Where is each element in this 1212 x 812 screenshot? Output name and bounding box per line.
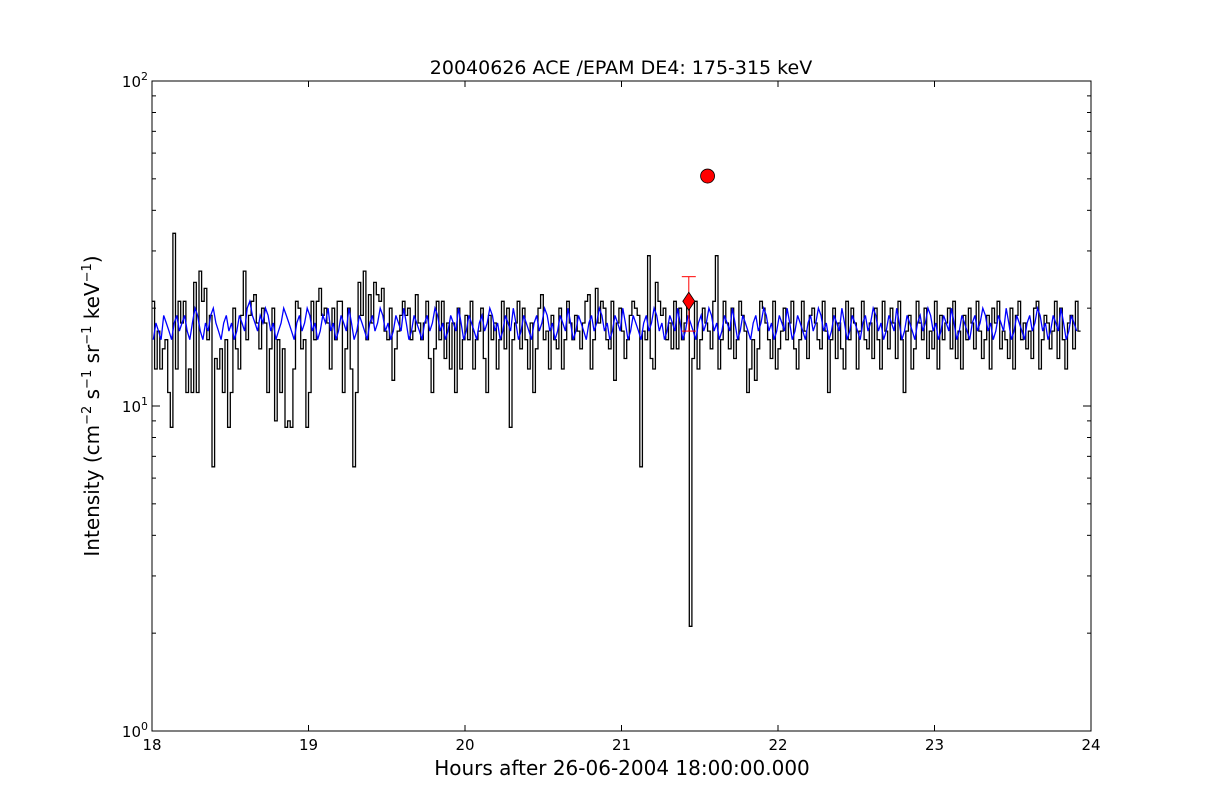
series-layer bbox=[152, 232, 1081, 627]
y-tick-label: 100 bbox=[122, 720, 148, 741]
x-tick-label: 23 bbox=[925, 736, 944, 754]
y-tick-label: 102 bbox=[122, 70, 148, 91]
chart-title: 20040626 ACE /EPAM DE4: 175-315 keV bbox=[430, 57, 812, 79]
marker-layer bbox=[681, 168, 715, 332]
series-line-smoothed bbox=[152, 298, 1078, 340]
x-tick-label: 22 bbox=[768, 736, 787, 754]
y-axis-label: Intensity (cm−2 s−1 sr−1 keV−1) bbox=[80, 255, 104, 556]
x-tick-label: 24 bbox=[1081, 736, 1100, 754]
marker-diamond bbox=[682, 291, 696, 311]
series-line-raw bbox=[152, 232, 1081, 627]
x-axis-ticks: 18 19 20 21 22 23 24 bbox=[142, 81, 1101, 754]
y-tick-label: 101 bbox=[122, 395, 148, 416]
x-axis-label: Hours after 26-06-2004 18:00:00.000 bbox=[434, 756, 810, 780]
x-tick-label: 20 bbox=[455, 736, 474, 754]
marker-circle bbox=[700, 168, 715, 184]
x-tick-label: 19 bbox=[299, 736, 318, 754]
x-tick-label: 18 bbox=[142, 736, 161, 754]
y-axis-ticks: 100 101 102 bbox=[122, 70, 1091, 741]
x-tick-label: 21 bbox=[612, 736, 631, 754]
